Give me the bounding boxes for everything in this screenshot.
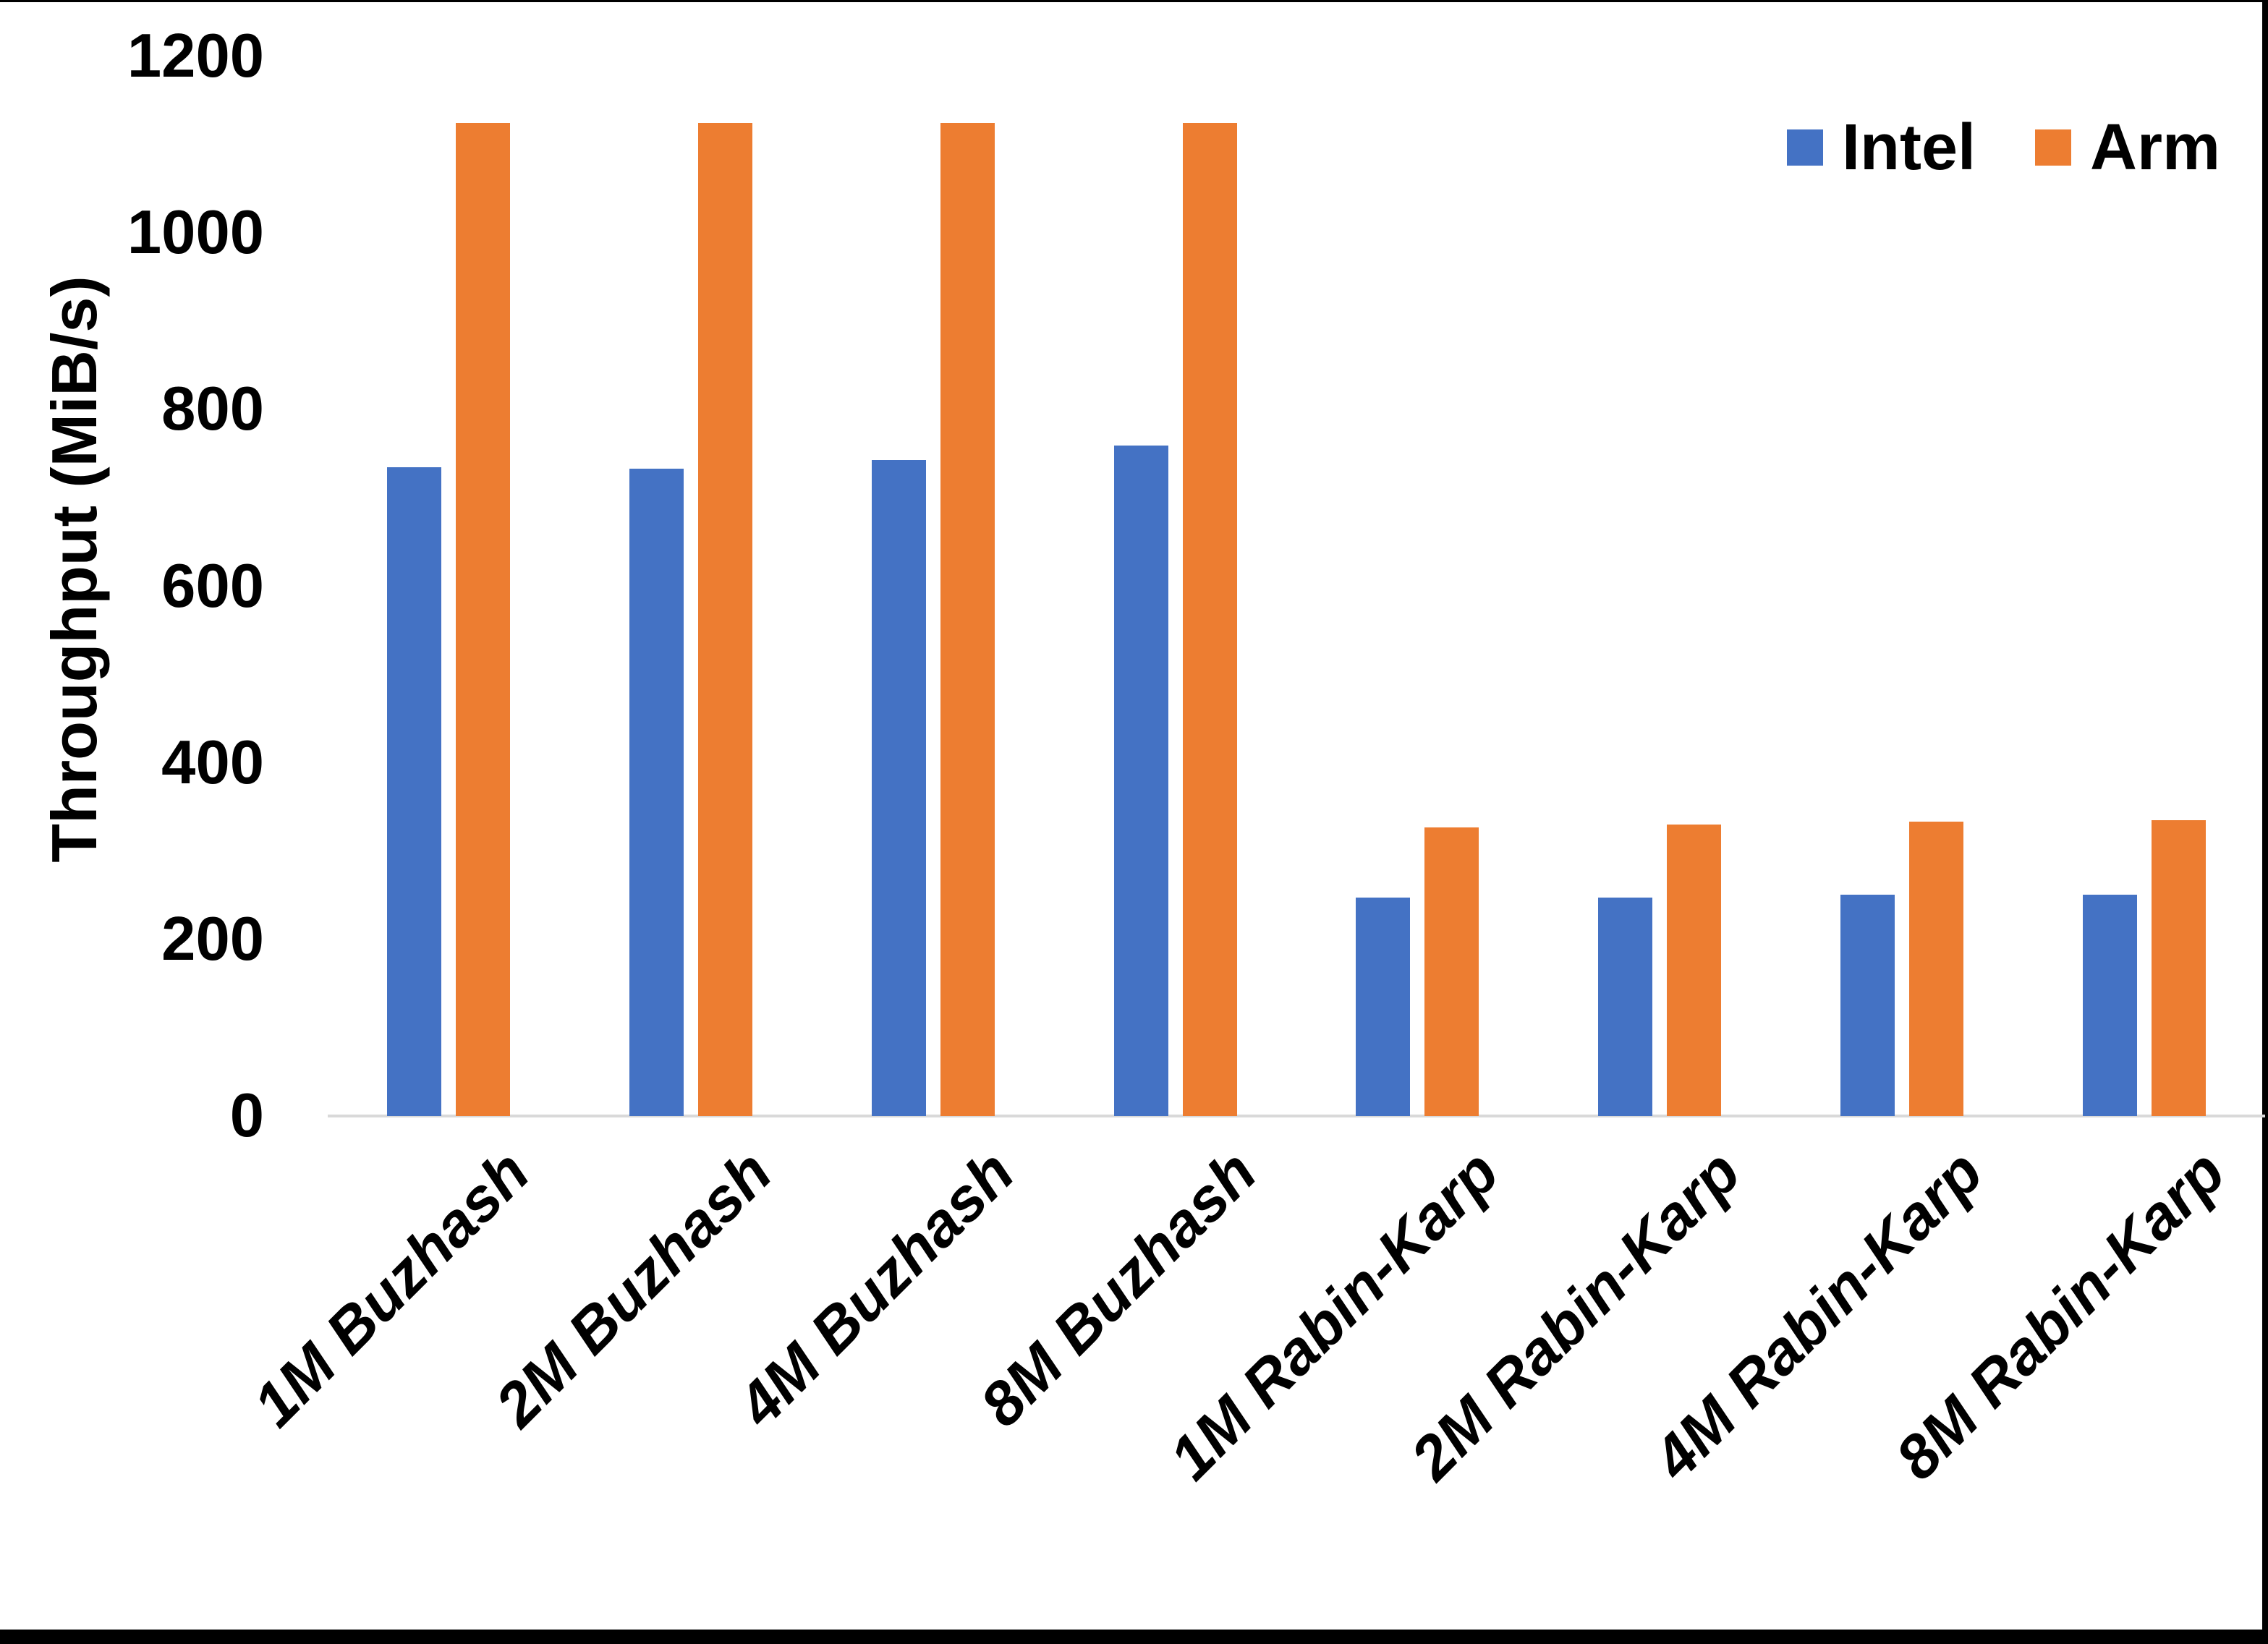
bar-intel-1m-buzhash <box>387 467 441 1116</box>
bar-arm-8m-rabin-karp <box>2152 820 2206 1116</box>
y-tick-label-1200: 1200 <box>127 22 264 90</box>
bar-intel-8m-buzhash <box>1114 446 1168 1116</box>
bar-intel-2m-rabin-karp <box>1598 898 1652 1116</box>
intel-series-swatch-icon <box>1787 129 1823 166</box>
x-axis-line <box>328 1115 2265 1117</box>
bar-intel-1m-rabin-karp <box>1356 898 1410 1116</box>
bar-arm-1m-rabin-karp <box>1424 827 1479 1116</box>
legend: Intel Arm <box>1787 113 2220 182</box>
x-category-label-text: 8M Rabin-Karp <box>1882 1137 2238 1494</box>
bar-arm-4m-buzhash <box>940 123 995 1116</box>
bar-intel-4m-rabin-karp <box>1840 895 1895 1116</box>
bar-arm-4m-rabin-karp <box>1909 822 1963 1116</box>
y-tick-label-1000: 1000 <box>127 198 264 268</box>
bar-intel-4m-buzhash <box>872 460 926 1116</box>
bar-intel-2m-buzhash <box>629 469 684 1116</box>
y-tick-label-200: 200 <box>161 904 264 974</box>
legend-label-arm: Arm <box>2090 111 2221 184</box>
bar-arm-8m-buzhash <box>1183 123 1237 1116</box>
y-tick-label-800: 800 <box>161 375 264 444</box>
legend-label-intel: Intel <box>1842 111 1976 184</box>
y-tick-label-0: 0 <box>229 1081 264 1150</box>
legend-item-intel: Intel <box>1787 113 1976 182</box>
bar-arm-2m-buzhash <box>698 123 752 1116</box>
bar-arm-1m-buzhash <box>456 123 510 1116</box>
y-tick-label-400: 400 <box>161 728 264 797</box>
bar-arm-2m-rabin-karp <box>1667 825 1721 1116</box>
legend-item-arm: Arm <box>2035 113 2220 182</box>
bar-intel-8m-rabin-karp <box>2083 895 2137 1116</box>
x-category-label-8m-rabin-karp: 8M Rabin-Karp <box>1540 1138 2238 1493</box>
y-tick-label-600: 600 <box>161 551 264 621</box>
arm-series-swatch-icon <box>2035 129 2072 166</box>
